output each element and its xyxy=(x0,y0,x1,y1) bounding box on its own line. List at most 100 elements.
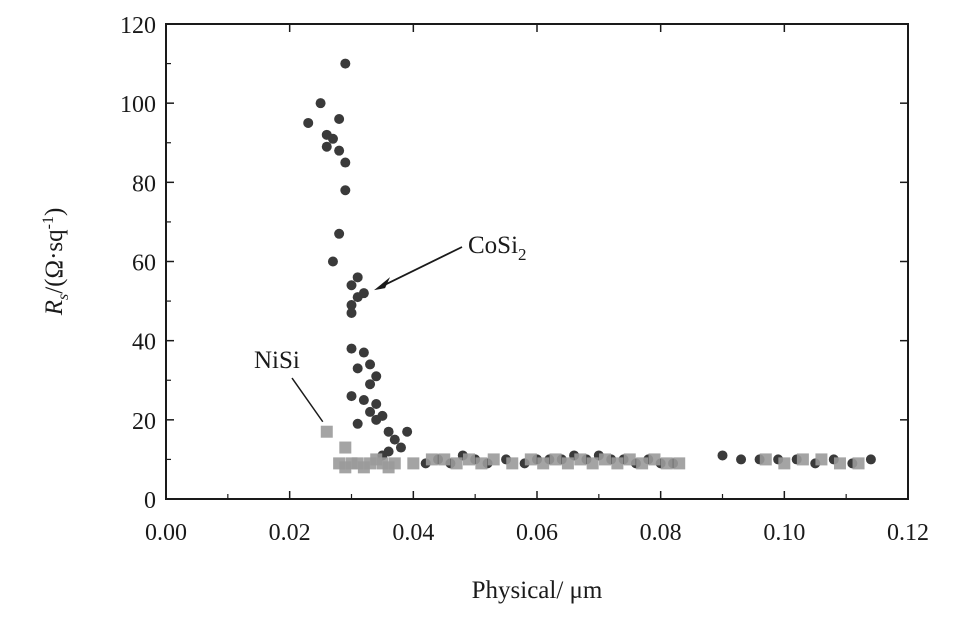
cosi2-data-point xyxy=(383,426,394,437)
y-axis-label-subscript: s xyxy=(55,294,72,300)
annotation-layer: CoSi2 NiSi xyxy=(254,232,527,423)
nisi-data-point xyxy=(438,453,451,466)
cosi2-data-point xyxy=(352,272,363,283)
y-axis-label-superscript: -1 xyxy=(40,216,57,229)
nisi-data-point xyxy=(833,457,846,470)
nisi-data-point xyxy=(660,457,673,470)
ticks-layer: 0.00 0.02 0.04 0.06 0.08 0.10 0.12 0 20 40 60 80 100… xyxy=(120,13,929,546)
nisi-annotation-label: NiSi xyxy=(254,347,300,374)
x-tick-label: 0.04 xyxy=(392,520,434,546)
nisi-data-point xyxy=(852,457,865,470)
cosi2-label-subscript: 2 xyxy=(518,245,527,264)
x-tick-label: 0.12 xyxy=(887,520,929,546)
nisi-data-point xyxy=(487,453,500,466)
nisi-data-point xyxy=(388,457,401,470)
y-axis-label-unit: /(Ω·sq xyxy=(41,229,68,294)
cosi2-data-point xyxy=(365,379,376,390)
cosi2-data-point xyxy=(365,406,376,417)
y-tick-label: 60 xyxy=(132,251,156,277)
cosi2-data-point xyxy=(340,185,351,196)
cosi2-data-point xyxy=(346,307,357,318)
nisi-data-point xyxy=(524,453,537,466)
x-tick-label: 0.08 xyxy=(640,520,682,546)
y-tick-label: 120 xyxy=(120,13,156,39)
x-axis-label: Physical/ μm xyxy=(472,577,603,604)
cosi2-data-point xyxy=(352,292,363,303)
cosi2-data-point xyxy=(340,58,351,69)
nisi-data-point xyxy=(611,457,624,470)
y-tick-label: 0 xyxy=(144,488,156,514)
nisi-data-point xyxy=(475,457,488,470)
nisi-data-point xyxy=(450,457,463,470)
cosi2-data-point xyxy=(371,399,382,409)
cosi2-data-point xyxy=(736,454,747,465)
cosi2-data-point xyxy=(315,98,326,109)
cosi2-data-point xyxy=(865,454,876,465)
axes-layer xyxy=(165,23,909,500)
cosi2-data-point xyxy=(321,141,332,152)
plot-frame xyxy=(165,23,909,500)
cosi2-arrow-line xyxy=(383,246,463,286)
cosi2-data-point xyxy=(346,343,357,354)
nisi-data-point xyxy=(462,453,475,466)
cosi2-data-point xyxy=(334,228,345,239)
y-tick-label: 100 xyxy=(120,92,156,118)
cosi2-data-point xyxy=(365,359,376,370)
cosi2-data-point xyxy=(303,117,314,128)
nisi-data-point xyxy=(623,453,636,466)
nisi-data-point xyxy=(339,441,352,454)
y-tick-label: 80 xyxy=(132,171,156,197)
cosi2-data-point xyxy=(334,114,345,124)
nisi-data-point xyxy=(586,457,599,470)
cosi2-data-point xyxy=(352,418,363,429)
nisi-data-point xyxy=(549,453,562,466)
x-tick-label: 0.06 xyxy=(516,520,558,546)
nisi-data-point xyxy=(673,457,686,470)
cosi2-data-point xyxy=(340,157,351,168)
nisi-data-point xyxy=(648,453,661,466)
marks-layer xyxy=(303,58,876,474)
nisi-data-point xyxy=(574,453,587,466)
cosi2-data-point xyxy=(371,371,382,382)
cosi2-data-point xyxy=(395,442,406,453)
cosi2-data-point xyxy=(402,426,413,437)
cosi2-data-point xyxy=(346,391,357,402)
nisi-data-point xyxy=(537,457,550,470)
nisi-data-point xyxy=(561,457,574,470)
cosi2-data-point xyxy=(327,256,338,267)
cosi2-data-point xyxy=(358,347,369,358)
cosi2-data-point xyxy=(346,300,357,311)
cosi2-annotation-label: CoSi2 xyxy=(468,232,527,264)
x-tick-label: 0.00 xyxy=(145,520,187,546)
cosi2-data-point xyxy=(334,145,345,156)
y-axis-label-symbol: R xyxy=(41,300,68,316)
x-tick-label: 0.02 xyxy=(269,520,311,546)
nisi-arrow-line xyxy=(291,377,324,423)
nisi-data-point xyxy=(778,457,791,470)
nisi-data-point xyxy=(815,453,828,466)
nisi-data-point xyxy=(599,453,612,466)
y-axis-label: Rs/(Ω·sq-1) xyxy=(40,208,72,317)
nisi-data-point xyxy=(636,457,649,470)
cosi2-data-point xyxy=(717,450,728,461)
x-tick-label: 0.10 xyxy=(763,520,805,546)
nisi-data-point xyxy=(759,453,772,466)
nisi-data-point xyxy=(425,453,438,466)
y-axis-label-close: ) xyxy=(41,208,68,216)
y-tick-label: 20 xyxy=(132,409,156,435)
cosi2-data-point xyxy=(389,434,400,445)
cosi2-data-point xyxy=(371,414,382,425)
cosi2-label-text: CoSi xyxy=(468,232,518,259)
nisi-data-point xyxy=(506,457,519,470)
cosi2-data-point xyxy=(352,363,363,374)
nisi-data-point xyxy=(320,425,333,438)
cosi2-arrow-head xyxy=(374,277,391,291)
nisi-data-point xyxy=(796,453,809,466)
y-tick-label: 40 xyxy=(132,330,156,356)
nisi-data-point xyxy=(407,457,420,470)
cosi2-data-point xyxy=(358,395,369,406)
cosi2-data-point xyxy=(346,280,357,291)
cosi2-data-point xyxy=(327,133,338,144)
